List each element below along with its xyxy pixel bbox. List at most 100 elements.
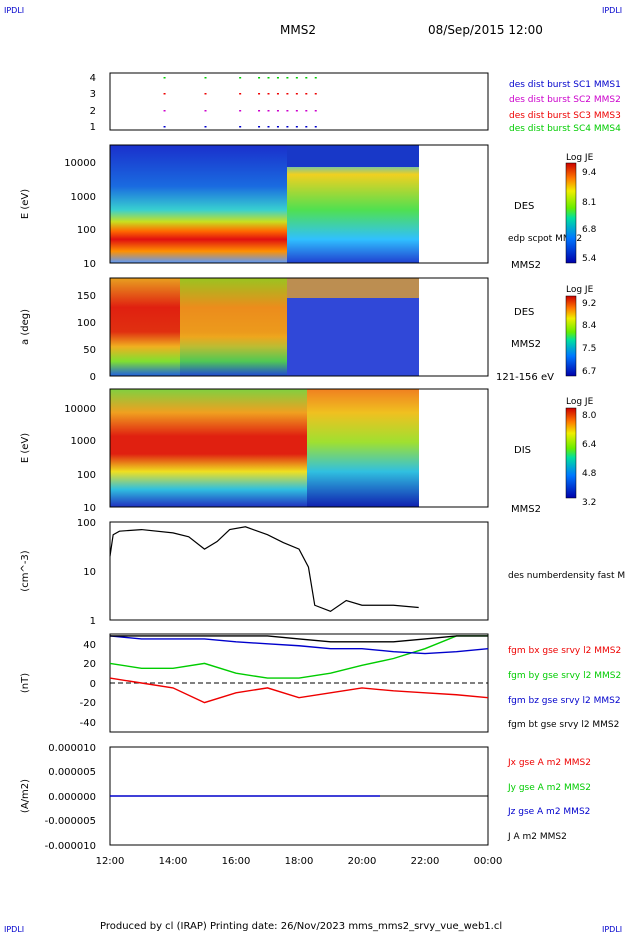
burst-mark <box>267 77 270 79</box>
panel-bfield: (nT) 40 20 0 -20 -40 fgm bx gse srvy l2 … <box>20 633 621 733</box>
density-ylabel: (cm^-3) <box>20 550 31 591</box>
des-pitch-ytick-50: 50 <box>83 345 96 356</box>
dis-energy-cb-tick-4: 3.2 <box>582 498 596 508</box>
dis-energy-ytick-100: 100 <box>77 470 96 481</box>
des-energy-cb-tick-2: 8.1 <box>582 198 596 208</box>
burst-mark <box>204 110 207 112</box>
time-tick-label: 00:00 <box>474 856 503 867</box>
bfield-ylabel: (nT) <box>20 673 31 693</box>
time-tick-label: 22:00 <box>411 856 440 867</box>
bfield-ytick-m40: -40 <box>80 718 96 729</box>
dis-energy-cb-tick-1: 8.0 <box>582 411 597 421</box>
burst-mark <box>295 77 298 79</box>
time-tick-label: 16:00 <box>222 856 251 867</box>
burst-mark <box>204 77 207 79</box>
des-pitch-ylabel: a (deg) <box>20 309 31 345</box>
burst-mark <box>163 110 166 112</box>
time-tick-label: 18:00 <box>285 856 314 867</box>
des-energy-label-des: DES <box>514 201 534 212</box>
des-energy-cb-tick-4: 5.4 <box>582 254 597 264</box>
dis-energy-heatmap-disturbed <box>307 389 419 507</box>
burst-mark <box>295 126 298 128</box>
des-pitch-heatmap-top <box>287 278 419 298</box>
des-energy-ytick-100: 100 <box>77 225 96 236</box>
bfield-ytick-m20: -20 <box>80 698 96 709</box>
des-pitch-cb-tick-4: 6.7 <box>582 367 596 377</box>
current-legend-jx: Jx gse A m2 MMS2 <box>507 758 591 768</box>
density-ytick-100: 100 <box>77 518 96 529</box>
current-ytick-1: 0.000010 <box>48 743 96 754</box>
burst-mark <box>295 93 298 95</box>
dis-energy-cb-tick-2: 6.4 <box>582 440 597 450</box>
density-ytick-1: 1 <box>90 616 96 627</box>
bfield-legend-bx: fgm bx gse srvy l2 MMS2 <box>508 646 621 656</box>
panel-des-pitch: a (deg) 150 100 50 0 DES MMS2 121-156 eV… <box>20 277 597 383</box>
dis-energy-colorbar-title: Log JE <box>566 397 594 407</box>
current-legend-jz: Jz gse A m2 MMS2 <box>507 807 590 817</box>
des-pitch-frame <box>109 277 489 377</box>
density-legend: des numberdensity fast M <box>508 571 625 581</box>
panel-burst-frame <box>109 72 489 131</box>
burst-legend-mms1: des dist burst SC1 MMS1 <box>509 80 621 90</box>
time-tick-label: 14:00 <box>159 856 188 867</box>
burst-mark <box>314 93 317 95</box>
dis-energy-colorbar <box>565 407 577 499</box>
burst-legend-mms3: des dist burst SC3 MMS3 <box>509 111 621 121</box>
des-energy-frame <box>109 144 489 264</box>
dis-energy-frame <box>109 388 489 508</box>
burst-mark <box>276 110 279 112</box>
current-ylabel: (A/m2) <box>20 779 31 813</box>
burst-mark <box>286 110 289 112</box>
bfield-legend-bz: fgm bz gse srvy l2 MMS2 <box>508 696 621 706</box>
burst-mark <box>276 77 279 79</box>
panel-density: (cm^-3) 100 10 1 des numberdensity fast … <box>20 518 625 627</box>
corner-label-top-left: IPDLI <box>4 6 24 15</box>
burst-mark <box>239 93 242 95</box>
density-line <box>109 526 419 613</box>
burst-mark <box>286 126 289 128</box>
des-energy-ytick-10000: 10000 <box>64 158 96 169</box>
burst-ytick-2: 2 <box>90 106 96 117</box>
bfield-legend-bt: fgm bt gse srvy l2 MMS2 <box>508 720 619 730</box>
burst-mark <box>258 77 261 79</box>
time-tick-label: 12:00 <box>96 856 125 867</box>
spacecraft-title: MMS2 <box>280 23 316 37</box>
burst-mark <box>267 110 270 112</box>
dis-energy-cb-tick-3: 4.8 <box>582 469 597 479</box>
burst-mark <box>286 77 289 79</box>
corner-label-top-right: IPDLI <box>602 6 622 15</box>
density-frame <box>109 521 489 621</box>
bfield-legend-by: fgm by gse srvy l2 MMS2 <box>508 671 621 681</box>
burst-mark <box>267 126 270 128</box>
burst-mark <box>286 93 289 95</box>
bfield-series <box>109 635 489 655</box>
panel-current: (A/m2) 0.000010 0.000005 0.000000 -0.000… <box>20 743 591 852</box>
corner-label-bottom-right: IPDLI <box>602 925 622 934</box>
burst-mark <box>305 93 308 95</box>
dis-energy-ytick-1000: 1000 <box>71 436 96 447</box>
des-pitch-cb-tick-2: 8.4 <box>582 321 597 331</box>
burst-mark <box>276 93 279 95</box>
des-pitch-colorbar-title: Log JE <box>566 285 594 295</box>
current-ytick-4: -0.000005 <box>45 816 96 827</box>
burst-mark <box>163 93 166 95</box>
burst-mark <box>305 126 308 128</box>
burst-mark <box>239 126 242 128</box>
current-ytick-5: -0.000010 <box>45 841 96 852</box>
des-energy-heatmap-top <box>287 145 419 167</box>
bfield-ytick-20: 20 <box>83 659 96 670</box>
burst-mark <box>305 110 308 112</box>
dis-energy-ytick-10000: 10000 <box>64 404 96 415</box>
des-energy-cb-tick-3: 6.8 <box>582 225 597 235</box>
bfield-ytick-0: 0 <box>90 679 96 690</box>
time-tick-label: 20:00 <box>348 856 377 867</box>
date-title: 08/Sep/2015 12:00 <box>428 23 543 37</box>
dis-energy-label-dis: DIS <box>514 445 531 456</box>
dis-energy-ylabel: E (eV) <box>20 433 31 463</box>
current-legend-j: J A m2 MMS2 <box>507 832 567 842</box>
des-pitch-cb-tick-3: 7.5 <box>582 344 596 354</box>
current-ytick-3: 0.000000 <box>48 792 96 803</box>
time-axis: 12:00 14:00 16:00 18:00 20:00 22:00 00:00 <box>96 856 503 867</box>
des-energy-ylabel: E (eV) <box>20 189 31 219</box>
